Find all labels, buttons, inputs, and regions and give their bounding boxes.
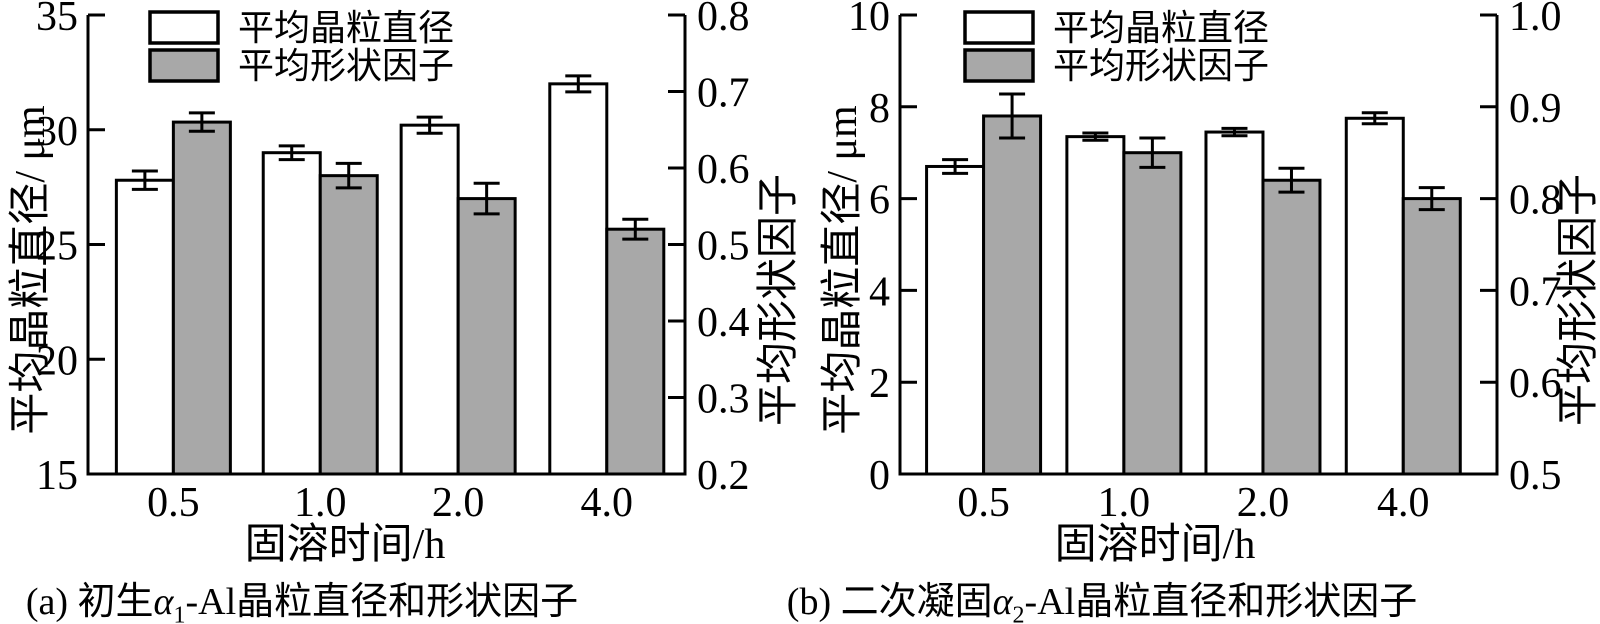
xtick-label-b-2: 2.0	[1237, 480, 1290, 526]
bar-diameter-b-1	[1065, 135, 1126, 476]
left-tick-label-b-2: 4	[869, 269, 890, 315]
caption-a-alpha: α	[153, 581, 174, 623]
left-tick-label-b-1: 2	[869, 361, 890, 407]
bar-diameter-b-0	[925, 164, 986, 476]
caption-a-subscript: 1	[173, 602, 186, 624]
left-tick-label-b-3: 6	[869, 178, 890, 224]
left-tick-label-a-0: 15	[36, 453, 78, 499]
xtick-label-a-1: 1.0	[294, 480, 347, 526]
caption-a-prefix: (a) 初生	[25, 581, 154, 623]
bar-shape-a-3	[605, 227, 666, 476]
right-tick-label-b-2: 0.7	[1509, 269, 1562, 315]
right-tick-label-b-1: 0.6	[1509, 361, 1562, 407]
caption-a-suffix: -Al晶粒直径和形状因子	[185, 581, 579, 623]
xaxis-title-a: 固溶时间/h	[245, 521, 446, 568]
bar-diameter-b-2	[1204, 130, 1265, 476]
caption-b-subscript: 2	[1012, 602, 1025, 624]
yaxis-left-title-b: 平均晶粒直径/ μm	[820, 105, 866, 435]
legend-swatch-diameter-b	[963, 10, 1035, 45]
bar-diameter-a-0	[114, 178, 175, 476]
yaxis-left-title-a: 平均晶粒直径/ μm	[8, 105, 54, 435]
right-tick-label-b-4: 0.9	[1509, 86, 1562, 132]
bar-shape-a-2	[456, 197, 517, 476]
bar-shape-b-2	[1261, 178, 1322, 476]
caption-a: (a) 初生α1-Al晶粒直径和形状因子	[26, 570, 578, 624]
yaxis-right-title-b: 平均形状因子	[1556, 174, 1600, 426]
caption-b-alpha: α	[992, 581, 1013, 623]
right-tick-label-b-0: 0.5	[1509, 453, 1562, 499]
xtick-label-a-0: 0.5	[147, 480, 200, 526]
right-tick-label-b-3: 0.8	[1509, 178, 1562, 224]
bar-shape-a-0	[171, 120, 232, 476]
legend-label-shape-b: 平均形状因子	[1053, 46, 1269, 86]
xtick-label-b-3: 4.0	[1377, 480, 1430, 526]
right-tick-label-a-2: 0.4	[697, 300, 750, 346]
bar-shape-b-3	[1401, 197, 1462, 476]
caption-b: (b) 二次凝固α2-Al晶粒直径和形状因子	[787, 570, 1417, 624]
left-tick-label-a-3: 30	[36, 109, 78, 155]
right-tick-label-b-5: 1.0	[1509, 0, 1562, 40]
right-tick-label-a-1: 0.3	[697, 377, 750, 423]
legend-swatch-shape-a	[148, 48, 220, 83]
bar-diameter-b-3	[1344, 116, 1405, 476]
left-tick-label-a-2: 25	[36, 224, 78, 270]
right-tick-label-a-4: 0.6	[697, 147, 750, 193]
left-tick-label-b-0: 0	[869, 453, 890, 499]
legend-label-shape-a: 平均形状因子	[238, 46, 454, 86]
right-tick-label-a-0: 0.2	[697, 453, 750, 499]
xtick-label-a-2: 2.0	[432, 480, 485, 526]
bar-shape-b-1	[1122, 151, 1183, 476]
legend-label-diameter-a: 平均晶粒直径	[238, 8, 454, 48]
xtick-label-a-3: 4.0	[581, 480, 634, 526]
left-tick-label-a-4: 35	[36, 0, 78, 40]
bar-diameter-a-3	[548, 82, 609, 476]
left-tick-label-a-1: 20	[36, 338, 78, 384]
left-tick-label-b-5: 10	[848, 0, 890, 40]
right-tick-label-a-5: 0.7	[697, 71, 750, 117]
bar-diameter-a-1	[261, 151, 322, 476]
bar-diameter-a-2	[399, 123, 460, 476]
bar-shape-b-0	[982, 114, 1043, 476]
yaxis-right-title-a: 平均形状因子	[756, 174, 802, 426]
legend-swatch-diameter-a	[148, 10, 220, 45]
caption-b-suffix: -Al晶粒直径和形状因子	[1024, 581, 1418, 623]
legend-swatch-shape-b	[963, 48, 1035, 83]
right-tick-label-a-3: 0.5	[697, 224, 750, 270]
xtick-label-b-0: 0.5	[957, 480, 1010, 526]
xtick-label-b-1: 1.0	[1098, 480, 1151, 526]
bar-shape-a-1	[318, 174, 379, 476]
right-tick-label-a-6: 0.8	[697, 0, 750, 40]
caption-b-prefix: (b) 二次凝固	[786, 581, 993, 623]
xaxis-title-b: 固溶时间/h	[1055, 521, 1256, 568]
left-tick-label-b-4: 8	[869, 86, 890, 132]
legend-label-diameter-b: 平均晶粒直径	[1053, 8, 1269, 48]
